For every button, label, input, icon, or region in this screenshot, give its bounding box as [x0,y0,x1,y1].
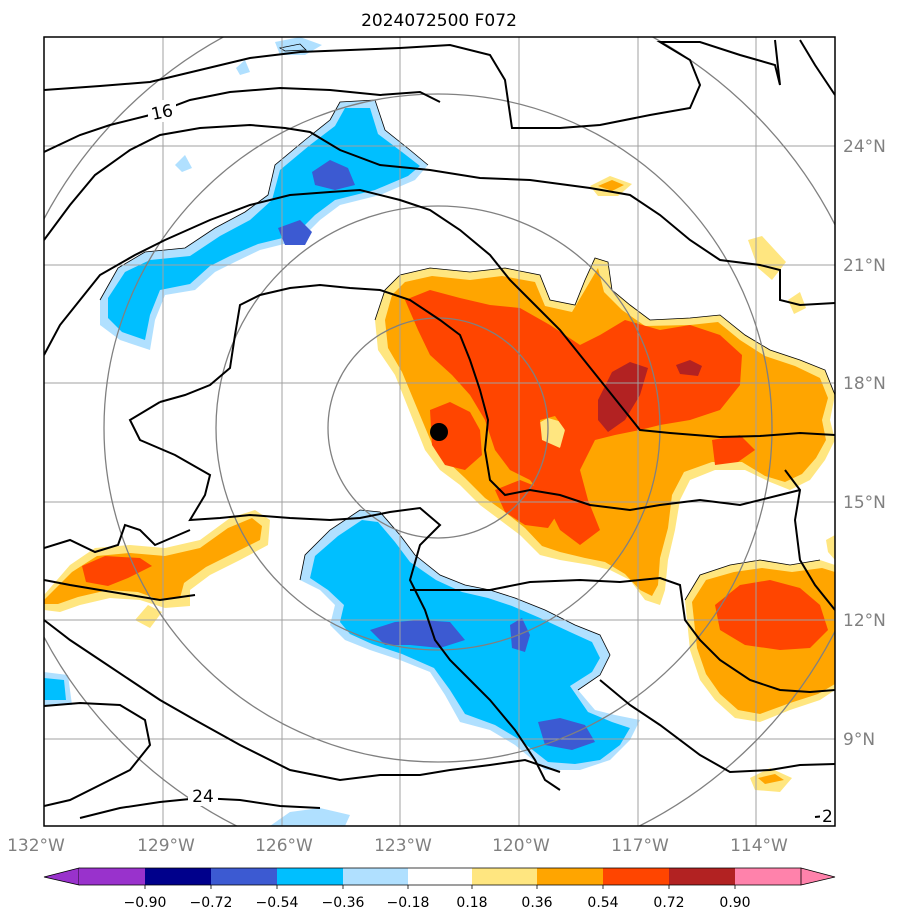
colorbar-extend-low [43,867,80,886]
lat-tick-label: 12°N [843,611,886,631]
contour-label-16: 16 [150,101,175,125]
gridlines [44,37,835,826]
shading-outlines [99,43,835,691]
lon-tick-label: 114°W [730,836,788,856]
lat-tick-label: 15°N [843,493,886,513]
negative-field-shading [44,37,640,826]
map-title: 2024072500 F072 [361,11,517,31]
lon-tick-label: 129°W [137,836,195,856]
colorbar-segment [735,868,801,885]
lon-tick-label: 132°W [7,836,65,856]
storm-center-marker [430,423,448,441]
colorbar-tick-label: 0.36 [521,895,552,911]
colorbar-segment [537,868,603,885]
colorbar-segment [343,868,408,885]
colorbar: −0.90 −0.72 −0.54 −0.36 −0.18 0.18 0.36 … [43,867,836,911]
colorbar-segment [408,868,472,885]
colorbar-segment [277,868,343,885]
positive-field-shading [44,176,835,792]
colorbar-tick-label: −0.54 [256,895,299,911]
contour-lines [44,39,835,819]
colorbar-segment [669,868,735,885]
colorbar-tick-label: 0.54 [587,895,618,911]
lat-axis: 24°N 21°N 18°N 15°N 12°N 9°N [843,137,886,750]
map-frame [43,36,836,827]
lon-tick-label: 120°W [492,836,550,856]
colorbar-segment [472,868,537,885]
lon-axis: 132°W 129°W 126°W 123°W 120°W 117°W 114°… [7,836,788,856]
colorbar-tick-label: −0.18 [387,895,430,911]
lat-tick-label: 21°N [843,256,886,276]
lon-tick-label: 117°W [611,836,669,856]
colorbar-tick-label: −0.90 [124,895,167,911]
map-panel: 16 24 2 [44,37,835,827]
colorbar-tick-label: −0.36 [322,895,365,911]
colorbar-tick-label: 0.72 [653,895,684,911]
colorbar-tick-label: 0.18 [456,895,487,911]
colorbar-segment [79,868,145,885]
colorbar-tick-label: −0.72 [190,895,233,911]
lat-tick-label: 9°N [843,730,875,750]
colorbar-segment [603,868,669,885]
lat-tick-label: 18°N [843,374,886,394]
lon-tick-label: 126°W [255,836,313,856]
colorbar-segment [145,868,211,885]
lon-tick-label: 123°W [374,836,432,856]
colorbar-tick-label: 0.90 [719,895,750,911]
colorbar-extend-high [800,867,836,886]
lat-tick-label: 24°N [843,137,886,157]
colorbar-segment [211,868,277,885]
contour-label-24: 24 [192,787,214,807]
contour-label-edge: 2 [822,807,833,827]
